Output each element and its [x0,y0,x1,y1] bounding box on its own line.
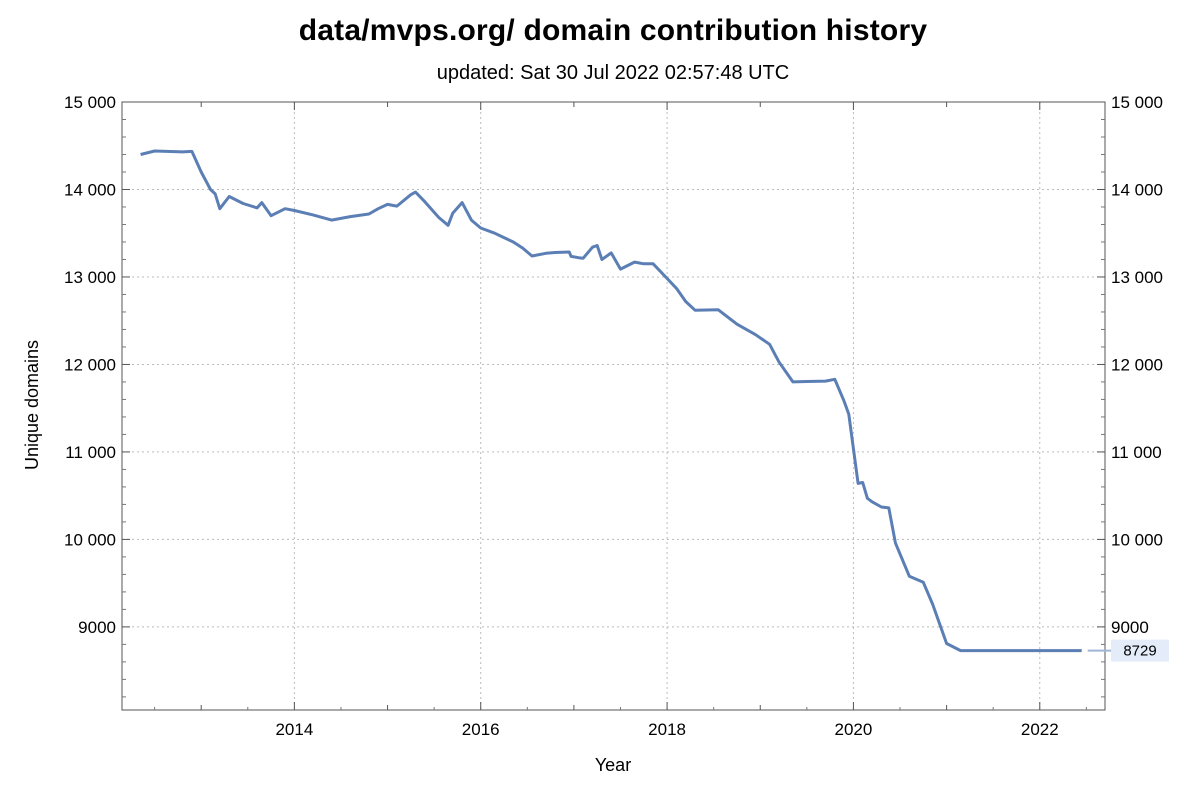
x-tick-label: 2016 [462,720,500,739]
x-tick-label: 2018 [648,720,686,739]
y-tick-label-right: 12 000 [1111,355,1163,374]
last-value-callout: 8729 [1087,639,1169,662]
y-tick-label-left: 15 000 [64,93,116,112]
y-tick-label-right: 13 000 [1111,268,1163,287]
chart-title: data/mvps.org/ domain contribution histo… [298,14,928,47]
y-tick-label-right: 15 000 [1111,93,1163,112]
y-tick-label-left: 9000 [78,618,116,637]
x-axis-title: Year [595,755,631,775]
y-tick-label-left: 13 000 [64,268,116,287]
x-tick-label: 2014 [275,720,313,739]
last-value-label: 8729 [1123,643,1156,660]
y-axis-title: Unique domains [22,340,42,470]
y-tick-label-left: 12 000 [64,355,116,374]
y-tick-label-right: 11 000 [1111,443,1162,462]
y-tick-label-right: 14 000 [1111,180,1163,199]
x-tick-label: 2022 [1021,720,1059,739]
y-tick-label-left: 10 000 [64,530,116,549]
y-tick-label-right: 10 000 [1111,530,1163,549]
y-tick-label-right: 9000 [1111,618,1149,637]
grid-lines [122,101,1105,710]
plot-frame [121,101,1106,711]
y-tick-label-left: 11 000 [65,443,116,462]
chart-subtitle: updated: Sat 30 Jul 2022 02:57:48 UTC [436,62,790,84]
axis-tick-labels: 2014 2016 2018 2020 2022 9000 9000 10 000 10 000… [64,93,1163,739]
series-line [140,149,1082,653]
x-tick-label: 2020 [835,720,873,739]
y-tick-label-left: 14 000 [64,180,116,199]
callout-box [1111,639,1169,662]
axis-ticks [122,101,1105,710]
